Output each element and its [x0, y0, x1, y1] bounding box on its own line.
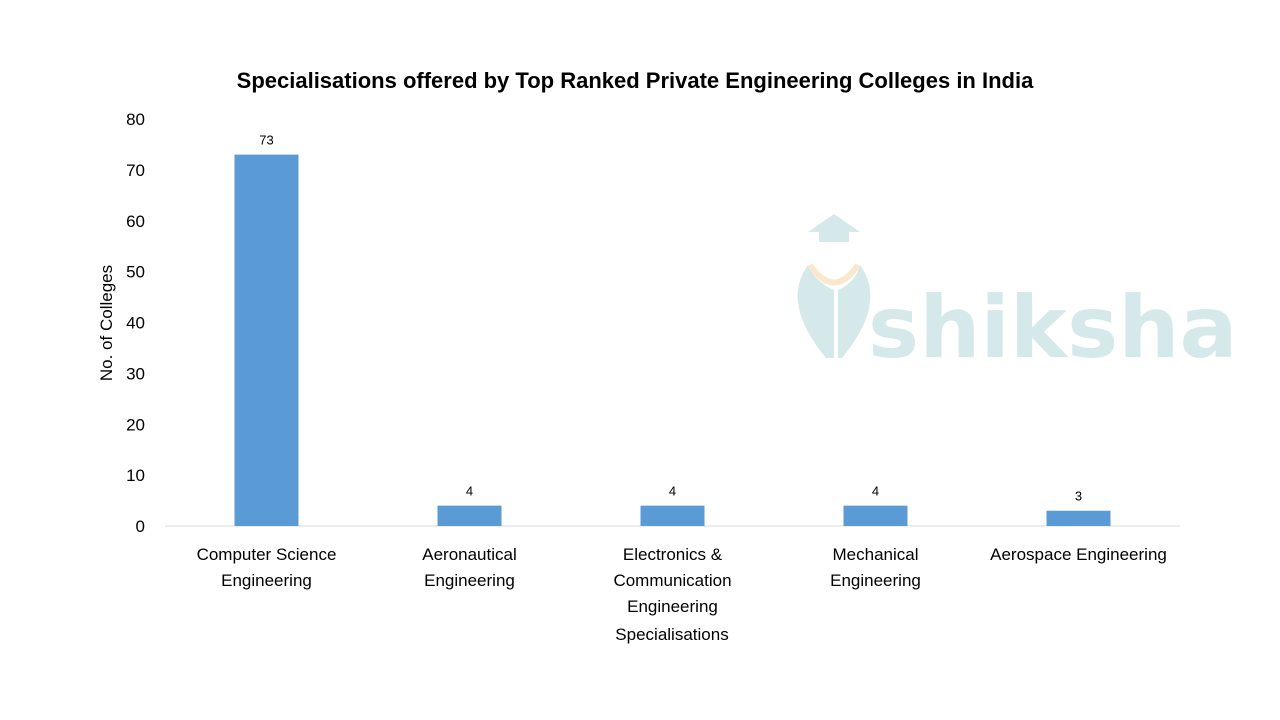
y-tick-label: 80 — [126, 110, 145, 129]
graduation-cap-icon — [808, 214, 860, 232]
x-tick-label: Electronics & Communication Engineering — [613, 545, 732, 616]
bar — [1046, 510, 1111, 526]
bar — [843, 505, 908, 526]
data-label: 73 — [259, 133, 273, 148]
y-tick-label: 50 — [126, 263, 145, 282]
data-label: 4 — [872, 484, 879, 499]
y-tick-label: 30 — [126, 364, 145, 383]
x-tick-label: Aeronautical Engineering — [422, 545, 517, 590]
x-tick-label: Aerospace Engineering — [990, 545, 1167, 564]
bars — [234, 154, 1111, 527]
y-tick-label: 20 — [126, 415, 145, 434]
data-labels: 73 4 4 4 3 — [259, 133, 1082, 504]
watermark-figure — [797, 265, 871, 358]
data-label: 4 — [669, 484, 676, 499]
y-tick-label: 40 — [126, 314, 145, 333]
watermark-text: shiksha — [868, 278, 1238, 378]
shiksha-watermark-logo: shiksha — [797, 214, 1238, 378]
x-axis-label: Specialisations — [615, 625, 729, 644]
watermark-collar — [807, 263, 861, 286]
y-tick-label: 10 — [126, 466, 145, 485]
graduation-cap-base — [819, 232, 849, 242]
y-tick-label: 0 — [136, 517, 145, 536]
bar — [437, 505, 502, 526]
bar — [640, 505, 705, 526]
data-label: 4 — [466, 484, 473, 499]
y-tick-label: 70 — [126, 161, 145, 180]
y-tick-label: 60 — [126, 212, 145, 231]
x-tick-label: Computer Science Engineering — [196, 545, 337, 590]
y-axis-ticks: 0 10 20 30 40 50 60 70 80 — [126, 110, 145, 536]
bar — [234, 154, 299, 527]
data-label: 3 — [1075, 489, 1082, 504]
y-axis-label: No. of Colleges — [97, 264, 116, 382]
x-tick-label: Mechanical Engineering — [830, 545, 921, 590]
chart-title: Specialisations offered by Top Ranked Pr… — [236, 68, 1034, 93]
